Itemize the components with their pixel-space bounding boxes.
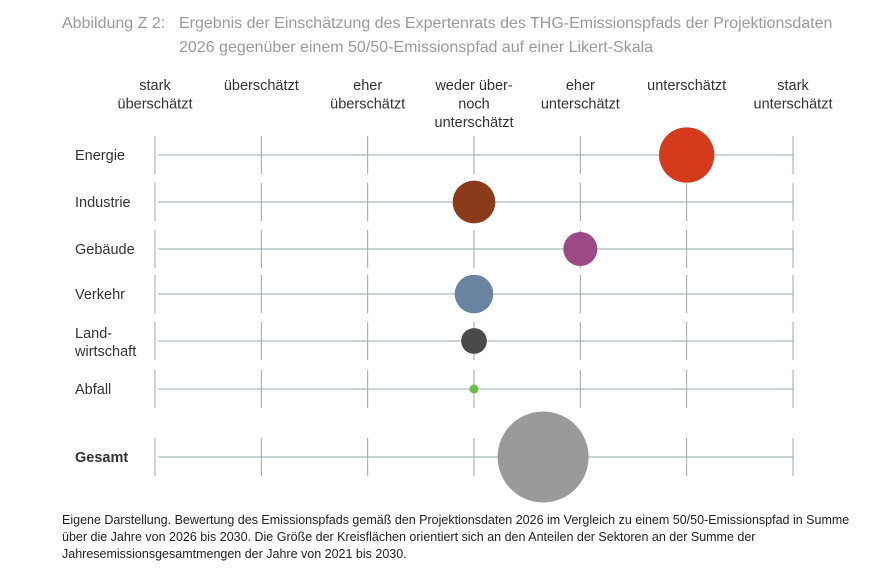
scale-label-3: eher überschätzt	[330, 78, 405, 113]
scale-label-1: stark überschätzt	[118, 78, 193, 113]
bubble-abfall	[469, 384, 479, 394]
scale-label-5: eher unterschätzt	[541, 78, 620, 113]
category-label: Verkehr	[75, 287, 125, 303]
bubble-gesamt	[497, 411, 589, 503]
bubble-verkehr	[454, 274, 494, 314]
category-label: Abfall	[75, 382, 111, 398]
category-label: Energie	[75, 148, 125, 164]
figure-title: Ergebnis der Einschätzung des Expertenra…	[179, 15, 833, 56]
scale-label-7: stark unterschätzt	[754, 78, 833, 113]
bubble-gebäude	[563, 231, 598, 267]
category-label-line: Gesamt	[75, 450, 128, 466]
scale-label-line: stark	[139, 78, 171, 94]
scale-label-6: unterschätzt	[647, 78, 726, 94]
category-label: Gebäude	[75, 242, 135, 258]
scale-label-line: überschätzt	[118, 97, 193, 113]
scale-label-line: unterschätzt	[435, 115, 514, 131]
scale-label-line: unterschätzt	[754, 97, 833, 113]
bubble-energie	[658, 127, 715, 183]
bubble-landwirtschaft	[461, 328, 487, 354]
category-label-line: Land-	[75, 326, 112, 342]
scale-label-line: unterschätzt	[541, 97, 620, 113]
category-label: Land-wirtschaft	[74, 326, 136, 360]
scale-label-line: eher	[353, 78, 382, 94]
category-label-line: Energie	[75, 148, 125, 164]
bubble-industrie	[452, 180, 496, 224]
category-label: Gesamt	[75, 450, 128, 466]
scale-label-line: stark	[777, 78, 809, 94]
category-label-line: Industrie	[75, 195, 131, 211]
category-label: Industrie	[75, 195, 131, 211]
scale-label-4: weder über-noch unterschätzt	[434, 78, 513, 131]
category-label-line: Verkehr	[75, 287, 125, 303]
scale-label-line: überschätzt	[224, 78, 299, 94]
figure-number: Abbildung Z 2:	[62, 15, 166, 32]
figure-footnote: Eigene Darstellung. Bewertung des Emissi…	[62, 513, 850, 561]
scale-label-line: unterschätzt	[647, 78, 726, 94]
category-label-line: Gebäude	[75, 242, 135, 258]
scale-label-2: überschätzt	[224, 78, 299, 94]
scale-label-line: weder über-	[434, 78, 513, 94]
category-label-line: Abfall	[75, 382, 111, 398]
scale-label-line: noch	[458, 97, 489, 113]
category-label-line: wirtschaft	[74, 344, 136, 360]
scale-label-line: überschätzt	[330, 97, 405, 113]
scale-label-line: eher	[566, 78, 595, 94]
